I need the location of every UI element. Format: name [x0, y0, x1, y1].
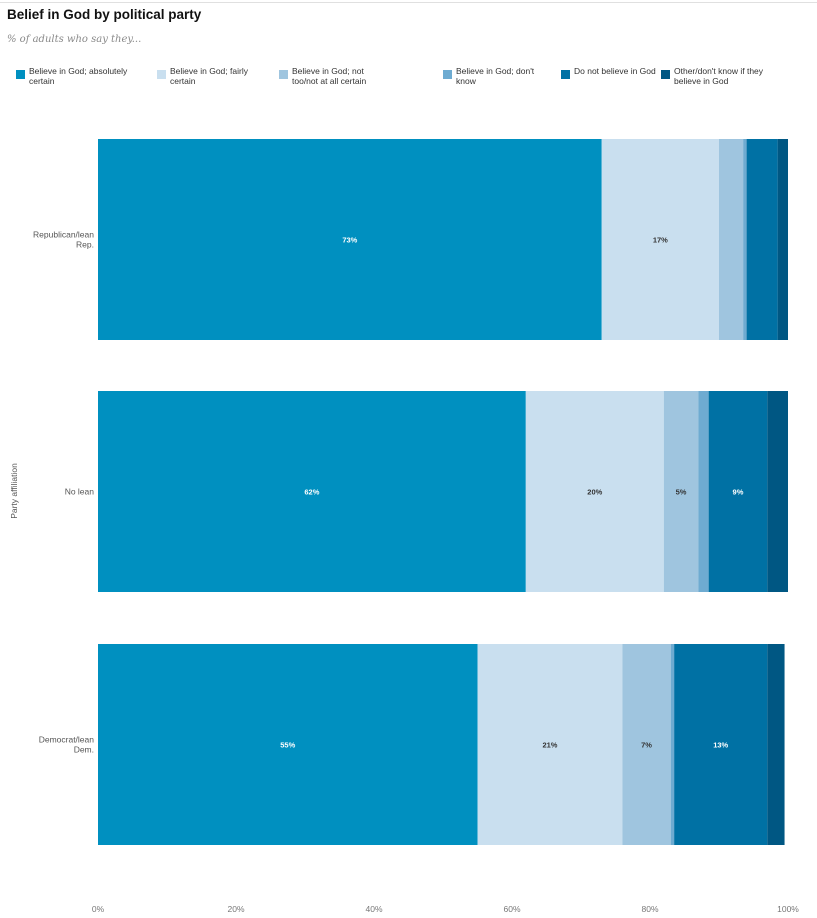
- bar-segment: [601, 139, 719, 340]
- legend-label: Believe in God; don't know: [456, 66, 535, 86]
- legend-swatch: [661, 70, 670, 79]
- bar-segment: [674, 644, 768, 845]
- legend-label: Believe in God; not too/not at all certa…: [292, 66, 367, 86]
- legend-item: Believe in God; absolutely certain: [16, 66, 128, 86]
- legend-label: Believe in God; fairly certain: [170, 66, 248, 86]
- data-label: 20%: [587, 488, 602, 497]
- x-tick-label: 80%: [641, 904, 658, 914]
- bar-segment: [477, 644, 623, 845]
- bar-segment: [98, 644, 478, 845]
- bar-segment: [719, 139, 744, 340]
- x-tick-label: 40%: [365, 904, 382, 914]
- bar-segment: [743, 139, 747, 340]
- data-label: 73%: [342, 236, 357, 245]
- legend-item: Do not believe in God: [561, 66, 673, 79]
- category-label: Republican/lean: [33, 230, 94, 240]
- bar-segment: [698, 391, 709, 592]
- legend-item: Other/don't know if they believe in God: [661, 66, 773, 86]
- legend-swatch: [16, 70, 25, 79]
- bar-segment: [767, 644, 785, 845]
- data-label: 17%: [653, 236, 668, 245]
- x-tick-label: 100%: [777, 904, 799, 914]
- data-label: 55%: [280, 741, 295, 750]
- category-label: Rep.: [76, 240, 94, 250]
- category-label: No lean: [65, 487, 95, 497]
- legend: Believe in God; absolutely certain Believ…: [16, 66, 816, 96]
- legend-swatch: [443, 70, 452, 79]
- data-label: 21%: [542, 741, 557, 750]
- category-label: Dem.: [74, 745, 94, 755]
- legend-label: Other/don't know if they believe in God: [674, 66, 764, 86]
- bar-segment: [663, 391, 699, 592]
- legend-swatch: [561, 70, 570, 79]
- x-tick-label: 20%: [227, 904, 244, 914]
- legend-item: Believe in God; not too/not at all certa…: [279, 66, 391, 86]
- data-label: 13%: [713, 741, 728, 750]
- legend-item: Believe in God; don't know: [443, 66, 555, 86]
- bar-segment: [98, 139, 602, 340]
- data-label: 9%: [733, 488, 744, 497]
- category-label: Democrat/lean: [39, 735, 95, 745]
- bar-segment: [525, 391, 664, 592]
- chart-subtitle: % of adults who say they...: [7, 34, 142, 45]
- data-label: 5%: [676, 488, 687, 497]
- y-axis-title: Party affiliation: [9, 463, 19, 519]
- data-label: 7%: [641, 741, 652, 750]
- bar-segment: [708, 391, 768, 592]
- legend-label: Believe in God; absolutely certain: [29, 66, 128, 86]
- bar-segment: [767, 391, 788, 592]
- x-tick-label: 60%: [503, 904, 520, 914]
- bar-segment: [746, 139, 778, 340]
- legend-swatch: [279, 70, 288, 79]
- legend-label: Do not believe in God: [574, 66, 656, 76]
- bar-segment: [777, 139, 788, 340]
- legend-item: Believe in God; fairly certain: [157, 66, 269, 86]
- bar-segment: [670, 644, 675, 845]
- data-label: 62%: [304, 488, 319, 497]
- bar-segment: [622, 644, 671, 845]
- chart-title: Belief in God by political party: [7, 7, 202, 22]
- x-tick-label: 0%: [92, 904, 105, 914]
- bar-segment: [98, 391, 526, 592]
- top-divider: [0, 2, 817, 3]
- legend-swatch: [157, 70, 166, 79]
